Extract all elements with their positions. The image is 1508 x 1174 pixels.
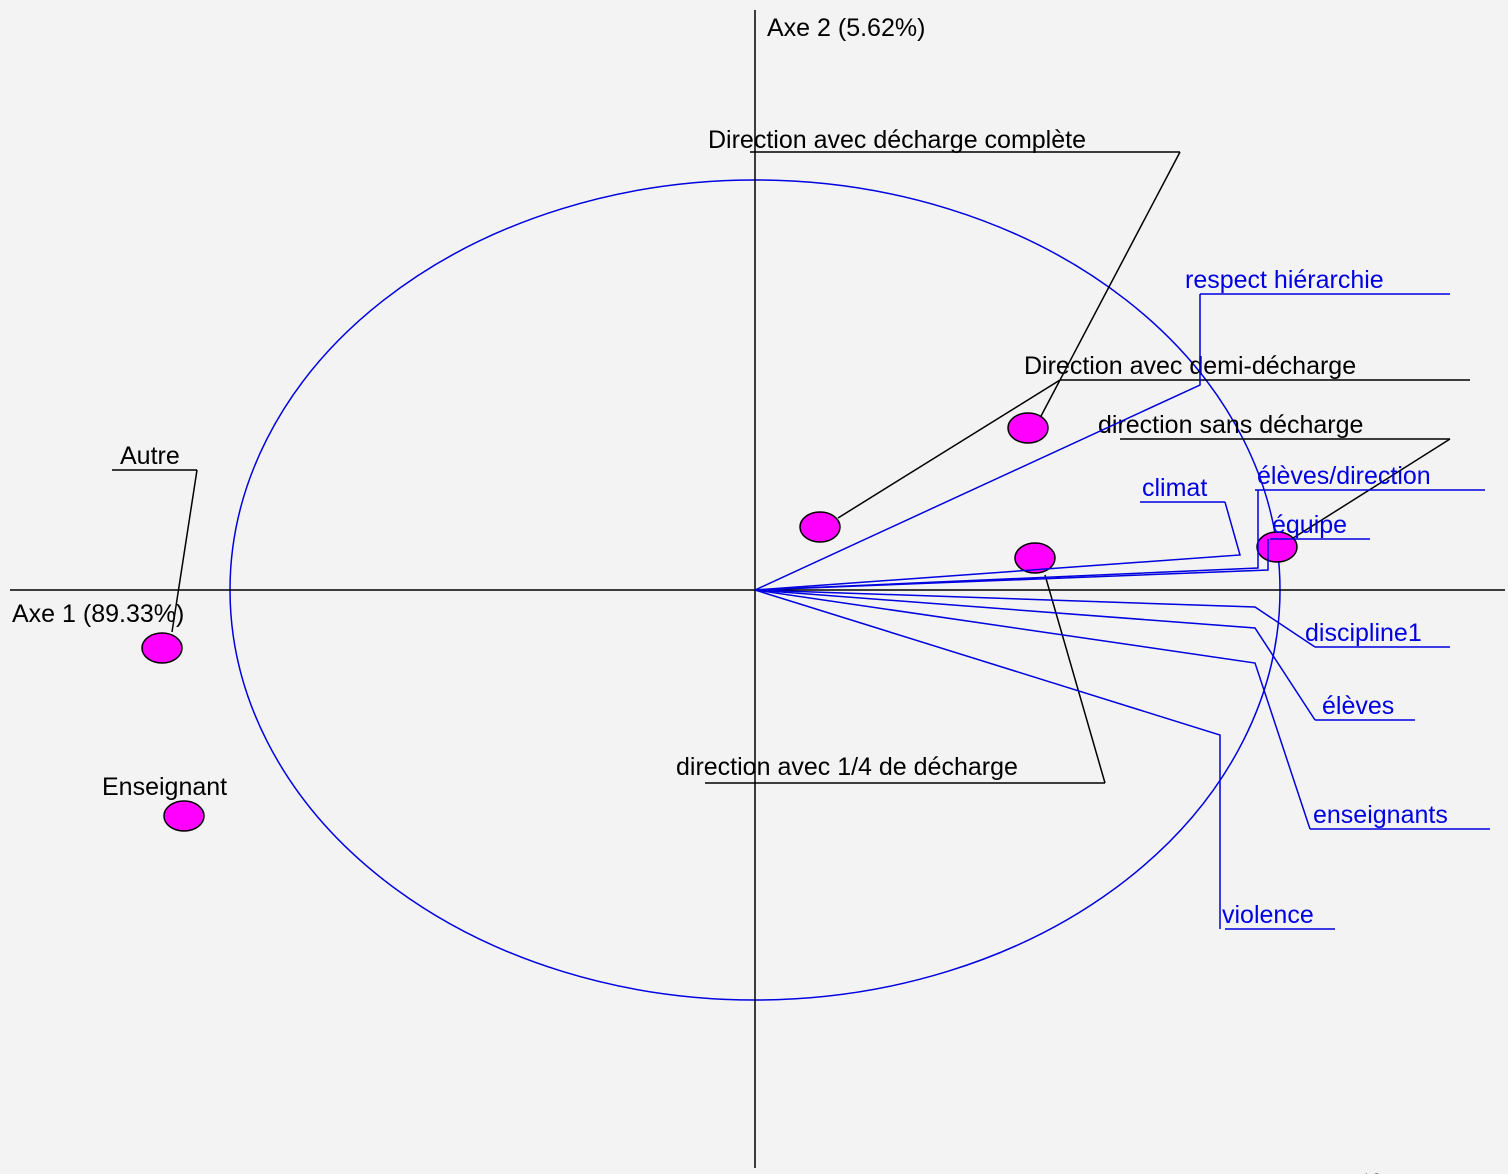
y-axis-label: Axe 2 (5.62%) [767,14,925,42]
variable-label: respect hiérarchie [1185,266,1384,294]
variable-label: élèves/direction [1257,462,1431,490]
variable-label: élèves [1322,692,1394,720]
category-label: Direction avec demi-décharge [1024,352,1356,380]
variable-vector [754,501,1241,591]
category-point [1007,412,1049,444]
category-label: direction sans décharge [1098,411,1363,439]
variable-label: violence [1222,901,1314,929]
category-label: Autre [120,442,180,470]
variable-vector [754,589,1221,929]
variable-vector [754,294,1201,591]
variable-vector [754,589,1311,830]
variable-label: discipline1 [1305,619,1422,647]
x-axis-label: Axe 1 (89.33%) [12,600,184,628]
variable-vector [754,589,1316,648]
variable-vector [754,589,1316,721]
variable-vector [754,490,1259,591]
category-point [1014,542,1056,574]
leader-line [837,379,1061,519]
variable-vector [754,539,1269,591]
category-point [799,511,841,543]
page-number: 10 [1360,1168,1382,1174]
category-point [163,800,205,832]
category-label: direction avec 1/4 de décharge [676,753,1018,781]
leader-line [171,469,198,633]
variable-label: enseignants [1313,801,1448,829]
leader-line [1044,574,1106,784]
category-point [141,632,183,664]
category-label: Enseignant [102,773,227,801]
variable-label: climat [1142,474,1207,502]
category-label: Direction avec décharge complète [708,126,1086,154]
variable-label: équipe [1272,511,1347,539]
leader-line [1039,151,1181,419]
